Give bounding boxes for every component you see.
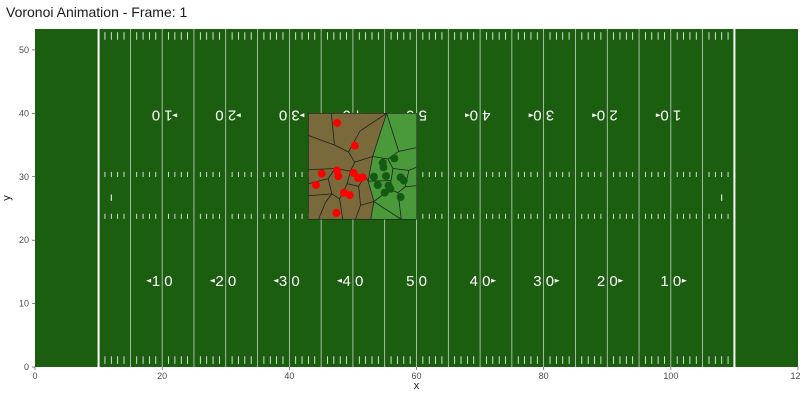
defense-player-point	[373, 181, 382, 189]
defense-player-point	[390, 154, 399, 163]
defense-player-point	[396, 193, 405, 202]
direction-arrow	[465, 113, 471, 118]
x-tick-label: 0	[32, 371, 37, 381]
x-tick-label: 120	[790, 371, 800, 381]
x-tick-label: 80	[539, 371, 549, 381]
x-tick-label: 40	[284, 371, 294, 381]
defense-territory	[368, 113, 417, 220]
direction-arrow	[172, 113, 178, 118]
voronoi-regions	[308, 113, 417, 220]
yard-number-bottom: 4 0	[342, 273, 363, 290]
direction-arrow	[491, 278, 497, 283]
voronoi-edge	[308, 193, 332, 197]
yard-number-top: 1 0	[152, 106, 173, 123]
yard-number-bottom: 1 0	[660, 273, 681, 290]
chart-title: Voronoi Animation - Frame: 1	[6, 4, 188, 20]
yard-number-bottom: 4 0	[470, 273, 491, 290]
yard-number-bottom: 3 0	[533, 273, 554, 290]
y-tick-label: 50	[19, 45, 29, 55]
direction-arrow	[618, 278, 624, 283]
voronoi-edge	[355, 205, 361, 220]
offense-territory	[308, 113, 387, 220]
axes: 0 20 40 60 80 100 120 0 10 20 30 40 50 x y	[1, 45, 800, 392]
yard-number-top: 1 0	[660, 106, 681, 123]
y-axis-title: y	[1, 195, 13, 201]
y-tick-label: 40	[19, 108, 29, 118]
yard-number-bottom: 5 0	[406, 273, 427, 290]
y-tick-label: 30	[19, 172, 29, 182]
voronoi-edge	[308, 161, 356, 172]
voronoi-bounds	[308, 113, 417, 220]
voronoi-edge	[330, 113, 335, 146]
voronoi-edge	[339, 198, 344, 220]
offense-player-point	[358, 173, 367, 182]
x-tick-label: 100	[663, 371, 678, 381]
yard-number-bottom: 3 0	[279, 273, 300, 290]
offense-player-point	[312, 181, 321, 189]
voronoi-edge	[372, 156, 388, 160]
direction-arrow	[209, 278, 215, 283]
y-tick-label: 0	[24, 362, 29, 372]
yard-number-top: 3 0	[533, 106, 554, 123]
direction-arrow	[235, 113, 241, 118]
field-lines	[97, 29, 736, 367]
direction-arrow	[681, 278, 687, 283]
offense-player-point	[345, 191, 354, 200]
direction-arrow	[528, 113, 534, 118]
voronoi-edge	[368, 180, 392, 182]
defense-player-point	[369, 172, 378, 181]
voronoi-edge	[373, 201, 402, 220]
yard-number-bottom: 2 0	[597, 273, 618, 290]
defense-player-point	[386, 184, 395, 193]
player-points	[312, 118, 408, 217]
x-axis-title: x	[414, 380, 420, 392]
yard-number-top: 2 0	[215, 106, 236, 123]
defense-player-point	[379, 163, 388, 172]
direction-arrow	[146, 278, 152, 283]
voronoi-edge	[398, 147, 417, 152]
offense-player-point	[332, 208, 341, 217]
y-tick-label: 10	[19, 299, 29, 309]
defense-player-point	[399, 176, 408, 185]
offense-player-point	[333, 118, 342, 127]
yard-number-top: 3 0	[279, 106, 300, 123]
yard-number-top: 4 0	[470, 106, 491, 123]
x-tick-label: 20	[157, 371, 167, 381]
defense-player-point	[380, 188, 389, 197]
direction-arrow	[592, 113, 598, 118]
x-tick-label: 60	[411, 371, 421, 381]
y-tick-label: 20	[19, 235, 29, 245]
yard-number-bottom: 2 0	[215, 273, 236, 290]
direction-arrow	[655, 113, 661, 118]
yard-number-top: 2 0	[597, 106, 618, 123]
offense-player-point	[317, 169, 326, 178]
yard-number-bottom: 1 0	[152, 273, 173, 290]
defense-player-point	[381, 172, 390, 181]
direction-arrow	[273, 278, 279, 283]
offense-player-point	[350, 141, 359, 150]
direction-arrow	[299, 113, 305, 118]
voronoi-edge	[392, 168, 409, 171]
direction-arrow	[554, 278, 560, 283]
direction-arrow	[336, 278, 342, 283]
offense-player-point	[334, 172, 343, 181]
voronoi-edge	[318, 193, 333, 220]
